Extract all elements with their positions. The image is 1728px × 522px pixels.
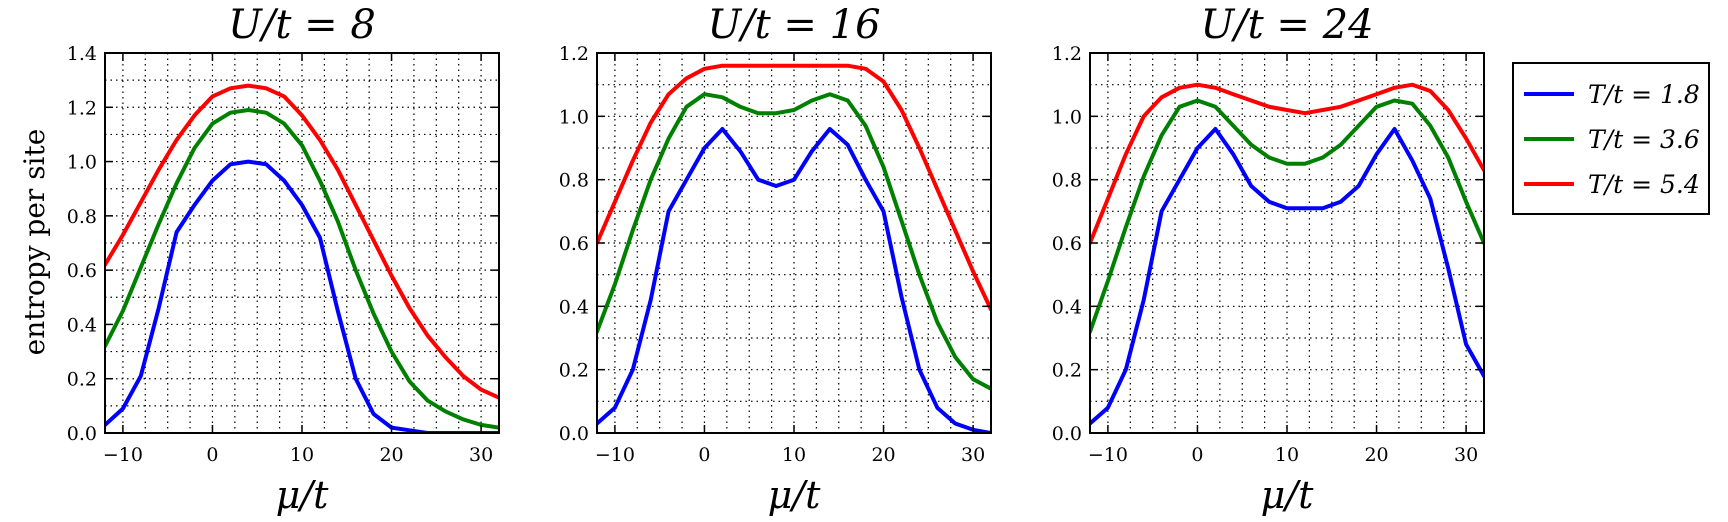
panel-title: U/t = 24: [1200, 2, 1373, 48]
series-line-1: [597, 127, 991, 433]
series-line-3: [1090, 82, 1484, 245]
x-tick-label: 10: [290, 444, 314, 466]
y-tick-label: 0.4: [559, 296, 589, 318]
series-line-3: [105, 83, 499, 400]
y-tick-label: 1.0: [67, 152, 97, 174]
x-tick-label: 30: [961, 444, 985, 466]
x-tick-label: 30: [1454, 444, 1478, 466]
x-tick-label: 30: [469, 444, 493, 466]
x-tick-label: 20: [871, 444, 895, 466]
y-axis-label: entropy per site: [18, 129, 51, 356]
x-tick-label: 20: [379, 444, 403, 466]
x-tick-label: 20: [1364, 444, 1388, 466]
x-tick-label: 0: [1191, 444, 1203, 466]
y-tick-label: 0.4: [67, 314, 97, 336]
y-tick-label: 1.2: [1052, 43, 1082, 65]
x-axis-label: μ/t: [768, 473, 821, 517]
y-tick-label: 0.6: [559, 233, 589, 255]
y-tick-label: 1.0: [559, 106, 589, 128]
x-tick-label: 10: [782, 444, 806, 466]
y-tick-label: 1.4: [67, 43, 97, 65]
y-tick-label: 0.2: [559, 360, 589, 382]
legend: T/t = 1.8 T/t = 3.6 T/t = 5.4: [1512, 62, 1710, 215]
y-tick-label: 1.2: [67, 97, 97, 119]
panel-title: U/t = 8: [228, 2, 376, 48]
panel-title: U/t = 16: [707, 2, 880, 48]
y-tick-label: 0.0: [559, 423, 589, 445]
series-line-3: [597, 63, 991, 312]
y-tick-label: 0.8: [67, 206, 97, 228]
series-line-1: [1090, 127, 1484, 426]
x-tick-label: −10: [595, 444, 635, 466]
y-tick-label: 0.0: [1052, 423, 1082, 445]
series-line-2: [105, 108, 499, 430]
x-tick-label: −10: [1088, 444, 1128, 466]
panels-layer: −10 0 10 20 30 0.0 0.2 0.4 0.6 0.8 1.0 1.2 1.4 U/t = …: [67, 2, 1485, 517]
panel-2: −10 0 10 20 30 0.0 0.2 0.4 0.6 0.8 1.0 1.2 U/t = 16 μ…: [559, 2, 992, 517]
y-tick-label: 0.6: [1052, 233, 1082, 255]
x-tick-label: 0: [206, 444, 218, 466]
series-line-2: [1090, 98, 1484, 334]
legend-label-1: T/t = 1.8: [1588, 80, 1700, 109]
y-tick-label: 0.4: [1052, 296, 1082, 318]
axes-frame: [104, 52, 500, 434]
x-axis-label: μ/t: [1261, 473, 1314, 517]
series-line-2: [597, 92, 991, 391]
legend-label-3: T/t = 5.4: [1588, 170, 1700, 199]
x-tick-label: 10: [1275, 444, 1299, 466]
x-tick-label: −10: [103, 444, 143, 466]
x-axis-label: μ/t: [276, 473, 329, 517]
y-tick-label: 0.2: [1052, 360, 1082, 382]
y-tick-label: 0.0: [67, 423, 97, 445]
y-tick-label: 1.0: [1052, 106, 1082, 128]
panel-1: −10 0 10 20 30 0.0 0.2 0.4 0.6 0.8 1.0 1.2 1.4 U/t = …: [67, 2, 500, 517]
y-tick-label: 0.6: [67, 260, 97, 282]
legend-label-2: T/t = 3.6: [1588, 125, 1700, 154]
y-tick-label: 0.2: [67, 369, 97, 391]
y-tick-label: 0.8: [559, 170, 589, 192]
series-line-1: [105, 159, 499, 433]
y-tick-label: 0.8: [1052, 170, 1082, 192]
y-tick-label: 1.2: [559, 43, 589, 65]
panel-3: −10 0 10 20 30 0.0 0.2 0.4 0.6 0.8 1.0 1.2 U/t = 24 μ…: [1052, 2, 1485, 517]
x-tick-label: 0: [698, 444, 710, 466]
